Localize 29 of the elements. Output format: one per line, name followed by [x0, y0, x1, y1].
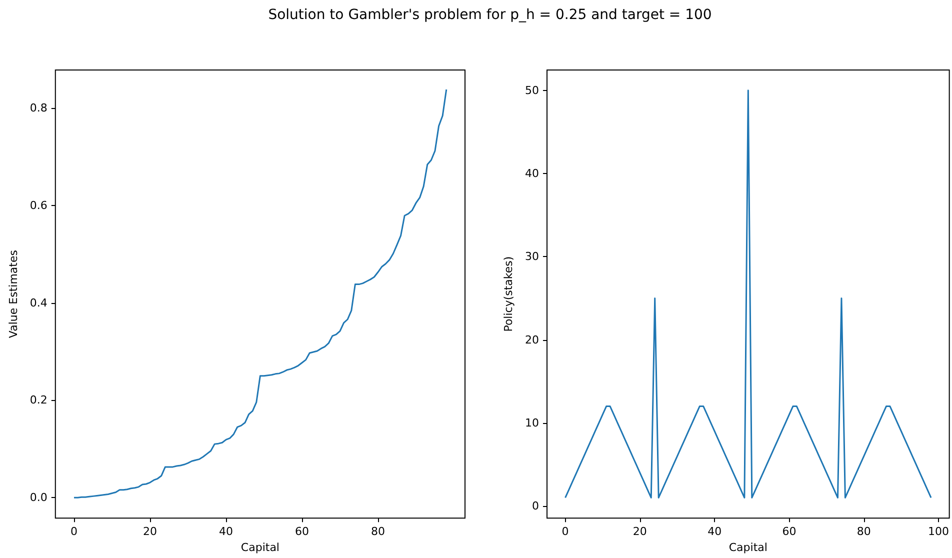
y-tick-label: 0 [532, 500, 539, 513]
x-tick-label: 0 [70, 525, 78, 538]
x-tick-label: 0 [562, 525, 569, 538]
y-tick-label: 0.6 [30, 198, 48, 212]
y-tick-label: 0.2 [30, 394, 48, 407]
x-tick-label: 40 [708, 525, 722, 538]
x-tick-label: 80 [370, 525, 385, 538]
x-tick-label: 100 [928, 525, 949, 538]
x-axis-title: Capital [240, 541, 280, 554]
y-tick-label: 20 [525, 333, 539, 346]
x-axis-title: Capital [728, 541, 768, 554]
x-tick-label: 40 [219, 525, 233, 538]
y-tick-label: 0.0 [30, 491, 48, 504]
line-series [73, 88, 448, 498]
y-tick-label: 0.8 [30, 101, 48, 114]
x-tick-label: 20 [632, 525, 647, 538]
x-tick-label: 60 [294, 525, 309, 538]
y-tick-label: 40 [525, 167, 539, 180]
x-tick-label: 20 [143, 525, 158, 538]
x-tick-label: 80 [856, 525, 871, 538]
y-axis-title: Value Estimates [7, 250, 20, 338]
y-tick-label: 50 [525, 84, 539, 97]
y-tick-label: 30 [525, 250, 539, 264]
y-axis-title: Policy(stakes) [502, 256, 516, 332]
line-series [564, 90, 932, 498]
chart-title: Solution to Gambler's problem for p_h = 0.25 and target = 100 [267, 7, 713, 23]
y-tick-label: 10 [525, 416, 539, 430]
y-tick-label: 0.4 [30, 296, 48, 310]
x-tick-label: 60 [782, 525, 796, 538]
